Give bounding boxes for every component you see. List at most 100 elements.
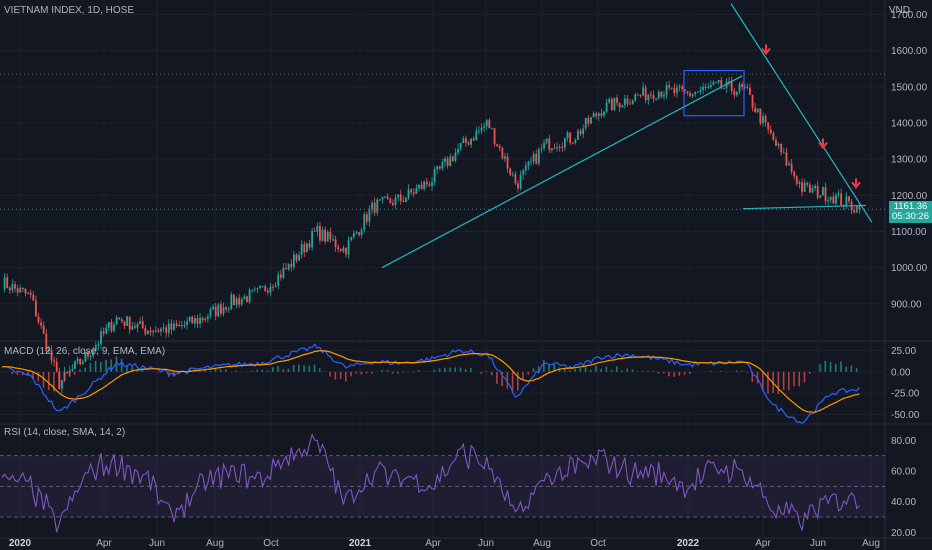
candle-body xyxy=(483,126,486,128)
macd-histogram-bar xyxy=(47,371,50,391)
rsi-line xyxy=(1,433,860,533)
candle-body xyxy=(371,202,373,210)
candle-body xyxy=(712,82,715,85)
candle-body xyxy=(655,98,658,100)
macd-histogram-bar xyxy=(652,370,655,372)
candle-body xyxy=(673,88,676,94)
candle-body xyxy=(345,247,347,255)
candle-body xyxy=(120,319,123,322)
candle-body xyxy=(780,143,783,153)
macd-histogram-bar xyxy=(788,371,790,391)
macd-histogram-bar xyxy=(94,360,97,372)
macd-histogram-bar xyxy=(68,371,71,377)
candle-body xyxy=(50,349,53,361)
macd-histogram-bar xyxy=(563,368,566,372)
macd-histogram-bar xyxy=(214,368,217,372)
candle-body xyxy=(827,199,830,202)
macd-histogram-bar xyxy=(42,371,45,388)
macd-y-tick-label: -50.00 xyxy=(891,410,920,421)
candle-body xyxy=(248,289,251,303)
candle-body xyxy=(808,184,811,193)
candle-body xyxy=(6,277,9,288)
x-tick-label: Jun xyxy=(478,538,494,549)
candle-body xyxy=(751,94,754,108)
macd-histogram-bar xyxy=(522,371,524,381)
candle-body xyxy=(764,116,767,123)
candle-body xyxy=(428,184,431,187)
candle-body xyxy=(798,182,801,184)
candle-body xyxy=(339,249,342,252)
candle-body xyxy=(590,117,592,124)
x-tick-label: Oct xyxy=(263,538,279,549)
macd-histogram-bar xyxy=(287,368,290,372)
candle-body xyxy=(848,196,850,202)
candle-body xyxy=(595,113,598,117)
candle-body xyxy=(649,94,652,96)
candle-body xyxy=(305,243,308,253)
macd-histogram-bar xyxy=(303,365,305,372)
candle-body xyxy=(209,309,212,317)
candle-body xyxy=(814,185,817,189)
candle-body xyxy=(407,189,410,198)
candle-body xyxy=(285,268,287,270)
macd-histogram-bar xyxy=(496,371,498,384)
candle-body xyxy=(498,145,501,148)
candle-body xyxy=(165,327,168,334)
candle-body xyxy=(587,117,590,124)
macd-histogram-bar xyxy=(741,370,743,372)
x-tick-label: Apr xyxy=(755,538,771,549)
candle-body xyxy=(535,153,538,164)
candle-body xyxy=(313,230,316,232)
candle-body xyxy=(42,325,45,334)
macd-histogram-bar xyxy=(199,369,201,372)
candle-body xyxy=(118,317,121,320)
candle-body xyxy=(71,368,74,371)
candle-body xyxy=(243,296,246,300)
macd-histogram-bar xyxy=(251,370,253,372)
candle-body xyxy=(621,105,624,108)
macd-histogram-bar xyxy=(449,367,451,372)
candle-body xyxy=(139,321,142,324)
candle-body xyxy=(47,349,50,351)
macd-histogram-bar xyxy=(829,361,832,372)
candle-body xyxy=(154,330,157,332)
x-tick-label: 2022 xyxy=(677,538,700,549)
candle-body xyxy=(464,138,467,143)
candle-body xyxy=(217,304,220,317)
macd-histogram-bar xyxy=(761,371,764,391)
candle-body xyxy=(574,139,577,143)
x-tick-label: Aug xyxy=(533,538,551,549)
candle-body xyxy=(629,103,631,105)
candle-body xyxy=(459,143,462,149)
candle-body xyxy=(462,138,465,144)
macd-histogram-bar xyxy=(63,371,66,383)
macd-histogram-bar xyxy=(454,367,457,372)
candle-body xyxy=(277,274,280,286)
candle-body xyxy=(29,292,32,295)
down-arrow xyxy=(818,138,828,150)
candle-body xyxy=(376,199,379,213)
macd-histogram-bar xyxy=(777,371,780,395)
candle-body xyxy=(477,130,480,132)
candle-body xyxy=(261,286,264,288)
macd-histogram-bar xyxy=(689,371,691,374)
candle-body xyxy=(32,294,35,301)
macd-histogram-bar xyxy=(105,359,107,372)
candle-body xyxy=(279,274,282,278)
macd-histogram-bar xyxy=(298,364,300,372)
candle-body xyxy=(412,192,415,194)
macd-histogram-bar xyxy=(209,371,212,372)
macd-histogram-bar xyxy=(100,362,102,372)
macd-histogram-bar xyxy=(543,360,545,372)
candle-body xyxy=(451,156,454,161)
macd-histogram-bar xyxy=(225,369,227,372)
candle-body xyxy=(683,88,686,92)
candle-body xyxy=(355,232,358,234)
candle-body xyxy=(76,358,79,362)
macd-histogram-bar xyxy=(840,361,842,372)
candle-body xyxy=(436,166,439,170)
candle-body xyxy=(27,292,29,294)
down-arrow xyxy=(851,178,861,189)
candle-body xyxy=(790,163,793,172)
candle-body xyxy=(832,196,835,204)
